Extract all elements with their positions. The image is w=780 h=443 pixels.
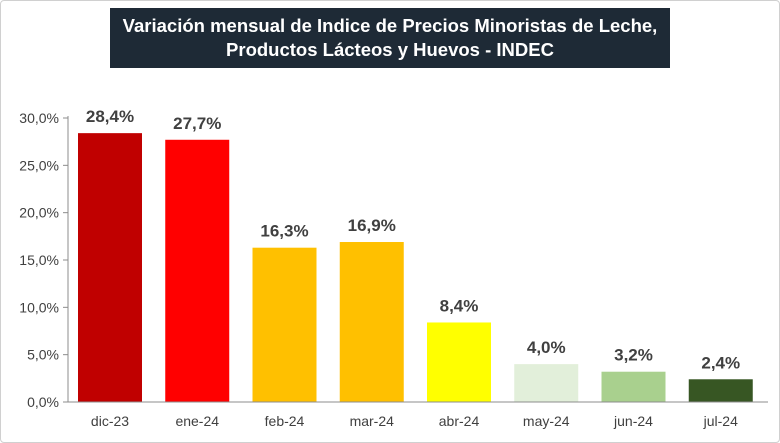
x-tick-label: dic-23 — [91, 413, 129, 429]
x-tick-label: feb-24 — [265, 413, 305, 429]
value-label: 3,2% — [614, 346, 653, 365]
value-label: 16,3% — [260, 222, 308, 241]
x-tick-label: abr-24 — [439, 413, 480, 429]
chart-title-line-2: Productos Lácteos y Huevos - INDEC — [226, 39, 554, 60]
value-label: 8,4% — [440, 296, 479, 315]
y-tick-label: 5,0% — [27, 347, 59, 363]
value-label: 27,7% — [173, 114, 221, 133]
x-tick-label: may-24 — [523, 413, 570, 429]
x-tick-label: ene-24 — [175, 413, 219, 429]
bar — [514, 364, 579, 402]
x-tick-label: jun-24 — [613, 413, 653, 429]
x-tick-label: jul-24 — [703, 413, 738, 429]
chart-title-line-1: Variación mensual de Indice de Precios M… — [122, 15, 658, 36]
value-label: 2,4% — [701, 353, 740, 372]
x-axis: dic-23 ene-24 feb-24 mar-24 abr-24 may-24 jun-… — [68, 401, 768, 429]
value-label: 28,4% — [86, 107, 134, 126]
y-tick-label: 30,0% — [19, 110, 59, 126]
y-tick-label: 0,0% — [27, 394, 59, 410]
y-tick-label: 25,0% — [19, 157, 59, 173]
bar — [427, 322, 491, 402]
bar — [252, 247, 317, 402]
y-tick-label: 20,0% — [19, 205, 59, 221]
bar — [78, 133, 142, 402]
value-label: 4,0% — [527, 338, 566, 357]
bar — [688, 379, 753, 402]
y-axis: 0,0% 5,0% 10,0% 15,0% 20,0% 25,0% 30,0% — [19, 110, 69, 410]
bar — [601, 371, 666, 402]
y-tick-label: 15,0% — [19, 252, 59, 268]
bar — [165, 139, 230, 403]
bars — [78, 133, 753, 403]
value-labels: 28,4% 27,7% 16,3% 16,9% 8,4% 4,0% 3,2% 2,4% — [86, 107, 740, 372]
chart-title: Variación mensual de Indice de Precios M… — [110, 8, 670, 68]
bar — [339, 242, 404, 402]
y-tick-label: 10,0% — [19, 299, 59, 315]
value-label: 16,9% — [348, 216, 396, 235]
x-tick-label: mar-24 — [350, 413, 395, 429]
